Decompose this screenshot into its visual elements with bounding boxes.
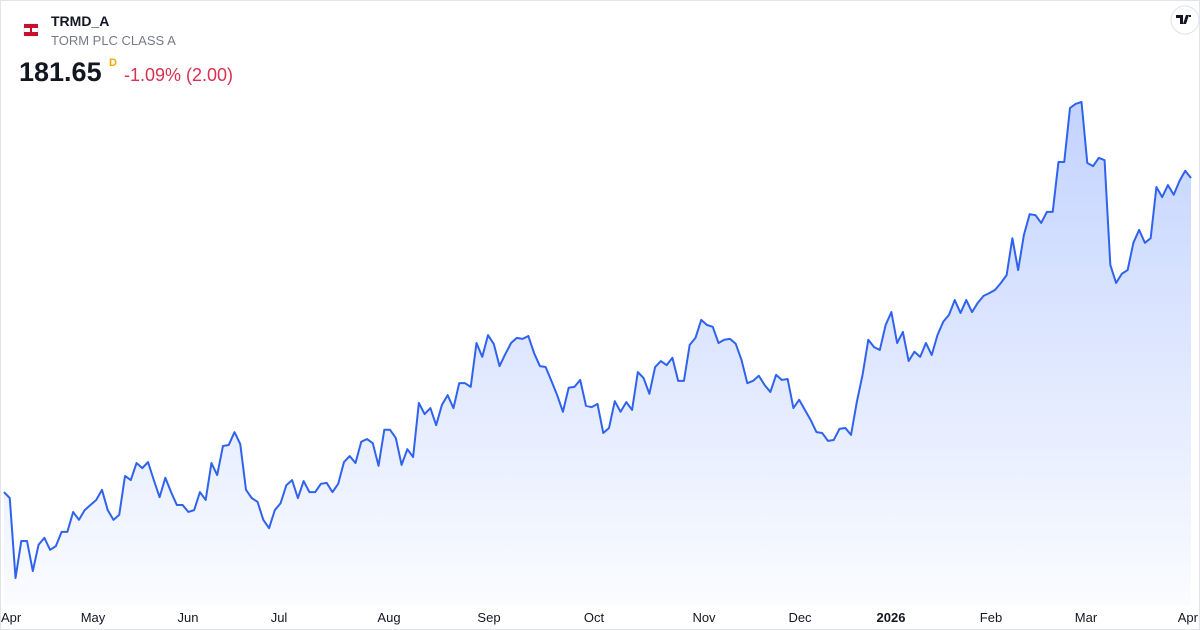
price-line [3,101,1192,579]
company-name: TORM PLC CLASS A [51,33,176,48]
tv-logo[interactable] [1170,5,1200,35]
x-tick-label: 2026 [877,610,906,625]
symbol: TRMD_A [51,13,109,29]
x-tick-label: Aug [377,610,400,625]
interval-flag: D [109,57,117,69]
x-tick-label: Oct [584,610,605,625]
x-tick-label: Nov [692,610,716,625]
x-tick-label: Feb [980,610,1002,625]
x-tick-label: Jul [271,610,288,625]
last-price: 181.65 [19,57,102,87]
price-change: -1.09% (2.00) [124,65,233,85]
x-tick-label: Apr [1,610,22,625]
symbol-flag [23,23,39,37]
x-tick-label: May [81,610,106,625]
x-tick-label: Apr [1178,610,1199,625]
x-tick-label: Sep [477,610,500,625]
x-tick-label: Dec [788,610,812,625]
x-tick-label: Jun [178,610,199,625]
x-tick-label: Mar [1075,610,1098,625]
area-fill [4,102,1191,605]
